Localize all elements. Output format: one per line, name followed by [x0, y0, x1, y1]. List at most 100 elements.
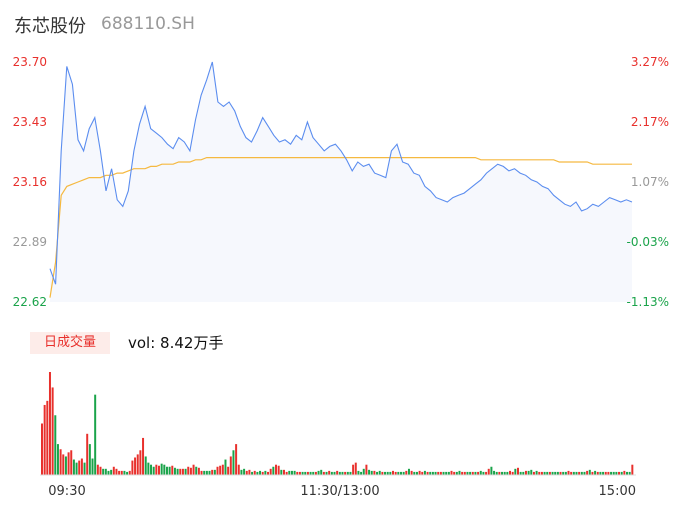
volume-bar: [610, 471, 613, 475]
volume-bar: [301, 471, 304, 475]
volume-bar: [160, 463, 163, 475]
volume-bar: [540, 471, 543, 475]
volume-bar: [631, 464, 634, 475]
volume-bar: [187, 466, 190, 475]
volume-bar: [282, 469, 285, 475]
volume-bar: [572, 471, 575, 475]
volume-bar: [211, 469, 214, 475]
volume-bar: [261, 471, 264, 475]
volume-bar: [197, 467, 200, 475]
volume-bar: [290, 470, 293, 475]
volume-bar: [431, 471, 434, 475]
volume-bar: [317, 470, 320, 475]
volume-bar: [429, 471, 432, 475]
volume-bar: [458, 470, 461, 475]
volume-bar: [251, 471, 254, 475]
volume-bar: [275, 464, 277, 475]
y-tick-left: 23.70: [13, 55, 47, 69]
volume-bar: [434, 471, 437, 475]
volume-bar: [259, 470, 262, 475]
volume-bar: [256, 471, 259, 475]
volume-bar: [83, 462, 86, 475]
volume-bar: [501, 471, 504, 475]
volume-bar: [176, 468, 179, 475]
volume-bar: [75, 462, 78, 475]
volume-bar: [453, 471, 456, 475]
volume-bar: [349, 471, 352, 475]
volume-bar: [173, 467, 176, 475]
volume-bar: [394, 471, 397, 475]
volume-bar: [493, 470, 496, 475]
volume-bar: [352, 464, 355, 475]
volume-bar: [280, 469, 283, 475]
volume-bar: [88, 444, 91, 475]
volume-bar: [322, 471, 325, 475]
volume-bar: [54, 415, 57, 475]
volume-bar: [487, 468, 490, 475]
volume-bar: [152, 466, 155, 475]
x-tick: 09:30: [48, 484, 85, 499]
volume-bar: [575, 471, 578, 475]
volume-bar: [578, 471, 581, 475]
volume-bar: [189, 467, 192, 475]
volume-bar: [599, 471, 602, 475]
volume-bar: [248, 469, 251, 475]
volume-bar: [224, 459, 227, 475]
volume-bar: [216, 466, 219, 475]
volume-bar: [272, 466, 275, 475]
volume-bar: [612, 471, 615, 475]
volume-bar: [293, 470, 296, 475]
volume-bar: [51, 387, 54, 475]
volume-bar: [120, 470, 123, 475]
volume-bar: [99, 466, 102, 475]
volume-bar: [376, 471, 379, 475]
volume-bar: [490, 466, 493, 475]
volume-tab[interactable]: 日成交量: [30, 332, 110, 354]
volume-bar: [378, 470, 381, 475]
volume-bar: [594, 470, 597, 475]
y-tick-right: 3.27%: [631, 55, 669, 69]
volume-bar: [298, 471, 301, 475]
volume-bar: [357, 470, 360, 475]
volume-bar: [564, 471, 567, 475]
volume-bar: [418, 470, 421, 475]
volume-bar: [240, 469, 243, 475]
volume-bar: [522, 471, 525, 475]
volume-bar: [96, 464, 99, 475]
volume-bar: [328, 470, 331, 475]
volume-bar: [469, 471, 472, 475]
volume-bar: [341, 471, 344, 475]
y-axis-left: 23.70 23.43 23.16 22.89 22.62: [13, 55, 47, 309]
volume-bar: [618, 471, 621, 475]
volume-bar: [288, 470, 291, 475]
volume-bar: [59, 449, 62, 475]
volume-bar: [620, 471, 623, 475]
volume-bar: [623, 470, 626, 475]
price-line: [49, 61, 633, 285]
volume-bar: [123, 470, 126, 475]
volume-bar: [336, 470, 339, 475]
volume-bar: [309, 471, 312, 475]
volume-bar: [570, 471, 573, 475]
volume-bar: [338, 471, 341, 475]
volume-bar: [179, 468, 182, 475]
volume-bar: [556, 471, 559, 475]
volume-bar: [171, 465, 174, 475]
volume-bar: [360, 471, 363, 475]
average-price-line: [49, 157, 632, 298]
volume-bar: [243, 468, 246, 475]
volume-bar: [407, 468, 410, 475]
y-tick-right: 1.07%: [631, 175, 669, 189]
volume-bar: [588, 469, 591, 475]
volume-bar: [118, 470, 121, 475]
volume-bar: [392, 470, 394, 475]
volume-bar: [368, 469, 371, 475]
volume-bar: [421, 471, 424, 475]
volume-bar: [413, 471, 416, 475]
volume-bar: [445, 471, 448, 475]
volume-bar: [548, 471, 551, 475]
volume-bar: [237, 464, 240, 475]
volume-bar: [285, 471, 288, 475]
volume-bar: [110, 469, 113, 475]
